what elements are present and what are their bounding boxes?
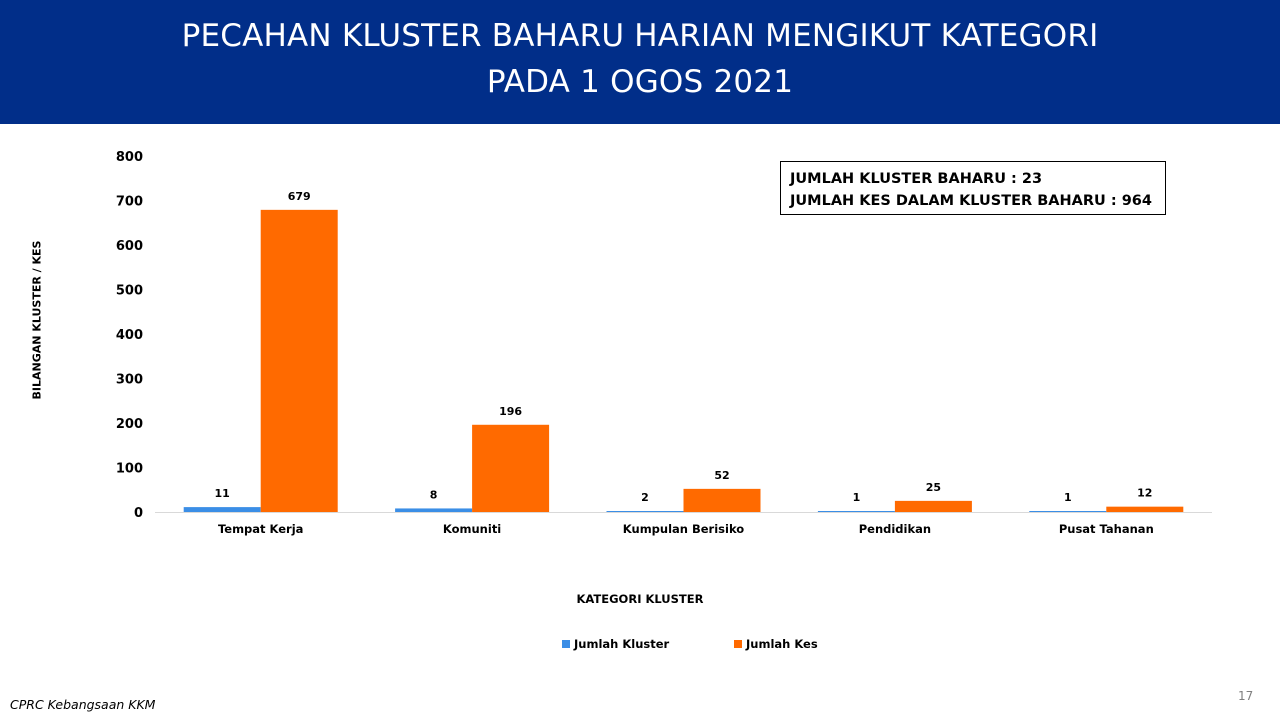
summary-box: JUMLAH KLUSTER BAHARU : 23 JUMLAH KES DA…	[780, 161, 1166, 215]
data-label: 1	[853, 491, 861, 504]
title-banner: PECAHAN KLUSTER BAHARU HARIAN MENGIKUT K…	[0, 0, 1280, 124]
bar-jumlah-kes	[683, 488, 761, 512]
bar-jumlah-kluster	[606, 511, 684, 512]
bar-jumlah-kluster	[183, 507, 261, 512]
data-label: 25	[926, 481, 941, 494]
data-label: 11	[215, 487, 230, 500]
y-tick-label: 600	[116, 239, 143, 254]
x-category-label: Pendidikan	[859, 522, 931, 536]
legend-swatch-jumlah-kes	[734, 640, 742, 648]
bar-jumlah-kluster	[395, 508, 473, 512]
y-tick-label: 100	[116, 462, 143, 477]
bar-jumlah-kes	[894, 500, 972, 512]
y-tick-label: 300	[116, 373, 143, 388]
y-tick-label: 800	[116, 150, 143, 165]
bar-jumlah-kes	[472, 424, 550, 512]
bar-jumlah-kes	[1106, 506, 1184, 512]
x-category-label: Kumpulan Berisiko	[623, 522, 744, 536]
page-number: 17	[1238, 689, 1254, 703]
y-tick-label: 200	[116, 417, 143, 432]
y-tick-label: 700	[116, 195, 143, 210]
y-tick-label: 500	[116, 284, 143, 299]
data-label: 2	[641, 491, 649, 504]
data-label: 12	[1137, 487, 1152, 500]
bar-jumlah-kes	[260, 209, 338, 512]
x-category-label: Tempat Kerja	[218, 522, 303, 536]
bar-jumlah-kluster	[817, 511, 895, 512]
legend-swatch-jumlah-kluster	[562, 640, 570, 648]
x-axis-title: KATEGORI KLUSTER	[576, 592, 704, 606]
legend-item-jumlah-kes: Jumlah Kes	[734, 637, 818, 651]
y-tick-label: 0	[134, 506, 143, 521]
summary-total-cases: JUMLAH KES DALAM KLUSTER BAHARU : 964	[790, 193, 1152, 209]
x-category-label: Komuniti	[443, 522, 501, 536]
data-label: 8	[430, 488, 438, 501]
footer-source: CPRC Kebangsaan KKM	[10, 697, 156, 712]
y-tick-label: 400	[116, 328, 143, 343]
slide-title-line2: PADA 1 OGOS 2021	[486, 64, 794, 100]
legend-label-jumlah-kes: Jumlah Kes	[746, 637, 818, 651]
bar-jumlah-kluster	[1029, 511, 1107, 512]
data-label: 52	[714, 469, 729, 482]
legend-label-jumlah-kluster: Jumlah Kluster	[574, 637, 670, 651]
slide-title-line1: PECAHAN KLUSTER BAHARU HARIAN MENGIKUT K…	[181, 18, 1099, 54]
data-label: 679	[288, 190, 311, 203]
summary-total-clusters: JUMLAH KLUSTER BAHARU : 23	[790, 171, 1043, 187]
data-label: 1	[1064, 491, 1072, 504]
x-category-label: Pusat Tahanan	[1059, 522, 1154, 536]
data-label: 196	[499, 405, 522, 418]
legend-item-jumlah-kluster: Jumlah Kluster	[562, 637, 669, 651]
